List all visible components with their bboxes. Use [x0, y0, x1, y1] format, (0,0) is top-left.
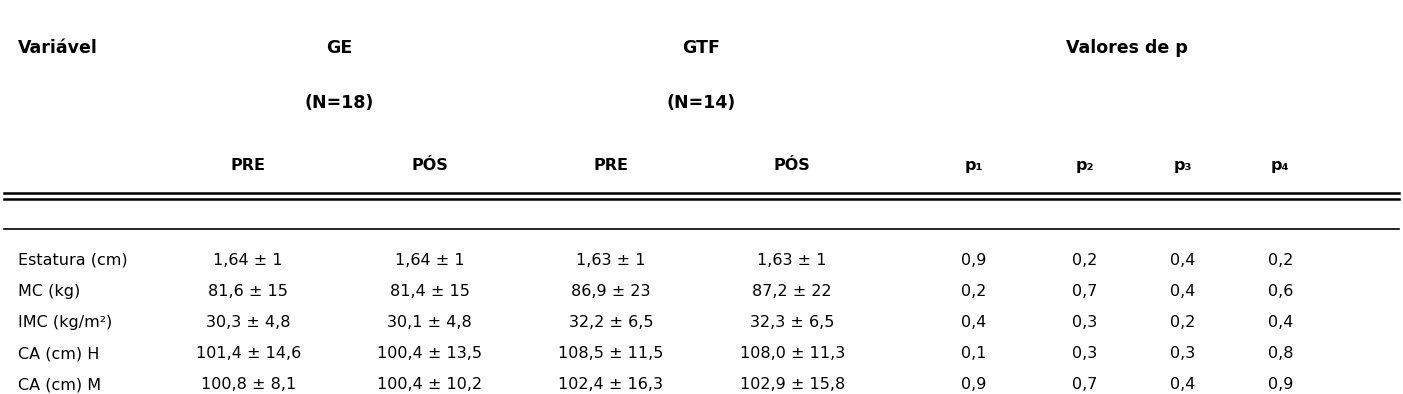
- Text: 81,6 ± 15: 81,6 ± 15: [208, 284, 288, 299]
- Text: 32,3 ± 6,5: 32,3 ± 6,5: [751, 315, 835, 330]
- Text: 100,4 ± 10,2: 100,4 ± 10,2: [377, 377, 483, 392]
- Text: GE: GE: [325, 39, 352, 57]
- Text: 32,2 ± 6,5: 32,2 ± 6,5: [568, 315, 654, 330]
- Text: PRE: PRE: [593, 158, 629, 173]
- Text: (N=18): (N=18): [304, 94, 373, 112]
- Text: Variável: Variável: [18, 39, 98, 57]
- Text: 0,7: 0,7: [1072, 284, 1097, 299]
- Text: p₄: p₄: [1271, 158, 1289, 173]
- Text: 0,3: 0,3: [1170, 346, 1195, 361]
- Text: 0,2: 0,2: [1267, 253, 1294, 268]
- Text: 0,2: 0,2: [1170, 315, 1195, 330]
- Text: p₁: p₁: [964, 158, 982, 173]
- Text: PÓS: PÓS: [774, 158, 811, 173]
- Text: 1,64 ± 1: 1,64 ± 1: [213, 253, 283, 268]
- Text: 0,9: 0,9: [1267, 377, 1294, 392]
- Text: 81,4 ± 15: 81,4 ± 15: [390, 284, 470, 299]
- Text: 0,7: 0,7: [1072, 377, 1097, 392]
- Text: MC (kg): MC (kg): [18, 284, 80, 299]
- Text: 0,4: 0,4: [961, 315, 986, 330]
- Text: 0,4: 0,4: [1170, 253, 1195, 268]
- Text: p₂: p₂: [1076, 158, 1094, 173]
- Text: 101,4 ± 14,6: 101,4 ± 14,6: [195, 346, 300, 361]
- Text: PÓS: PÓS: [411, 158, 448, 173]
- Text: CA (cm) M: CA (cm) M: [18, 377, 101, 392]
- Text: 100,4 ± 13,5: 100,4 ± 13,5: [377, 346, 483, 361]
- Text: 0,8: 0,8: [1267, 346, 1294, 361]
- Text: 0,4: 0,4: [1170, 284, 1195, 299]
- Text: GTF: GTF: [683, 39, 720, 57]
- Text: 86,9 ± 23: 86,9 ± 23: [571, 284, 651, 299]
- Text: Valores de p: Valores de p: [1066, 39, 1188, 57]
- Text: 30,3 ± 4,8: 30,3 ± 4,8: [206, 315, 290, 330]
- Text: PRE: PRE: [230, 158, 265, 173]
- Text: 102,4 ± 16,3: 102,4 ± 16,3: [558, 377, 664, 392]
- Text: 0,2: 0,2: [1072, 253, 1097, 268]
- Text: IMC (kg/m²): IMC (kg/m²): [18, 315, 112, 330]
- Text: 0,3: 0,3: [1072, 346, 1097, 361]
- Text: 0,9: 0,9: [961, 377, 986, 392]
- Text: 0,3: 0,3: [1072, 315, 1097, 330]
- Text: 87,2 ± 22: 87,2 ± 22: [752, 284, 832, 299]
- Text: 0,2: 0,2: [961, 284, 986, 299]
- Text: 0,9: 0,9: [961, 253, 986, 268]
- Text: (N=14): (N=14): [666, 94, 737, 112]
- Text: 30,1 ± 4,8: 30,1 ± 4,8: [387, 315, 471, 330]
- Text: 0,1: 0,1: [961, 346, 986, 361]
- Text: 100,8 ± 8,1: 100,8 ± 8,1: [201, 377, 296, 392]
- Text: 1,63 ± 1: 1,63 ± 1: [758, 253, 826, 268]
- Text: 108,5 ± 11,5: 108,5 ± 11,5: [558, 346, 664, 361]
- Text: Estatura (cm): Estatura (cm): [18, 253, 128, 268]
- Text: 0,4: 0,4: [1267, 315, 1294, 330]
- Text: 0,4: 0,4: [1170, 377, 1195, 392]
- Text: 1,63 ± 1: 1,63 ± 1: [577, 253, 645, 268]
- Text: 1,64 ± 1: 1,64 ± 1: [394, 253, 464, 268]
- Text: 0,6: 0,6: [1267, 284, 1294, 299]
- Text: 108,0 ± 11,3: 108,0 ± 11,3: [739, 346, 845, 361]
- Text: p₃: p₃: [1173, 158, 1193, 173]
- Text: CA (cm) H: CA (cm) H: [18, 346, 100, 361]
- Text: 102,9 ± 15,8: 102,9 ± 15,8: [739, 377, 845, 392]
